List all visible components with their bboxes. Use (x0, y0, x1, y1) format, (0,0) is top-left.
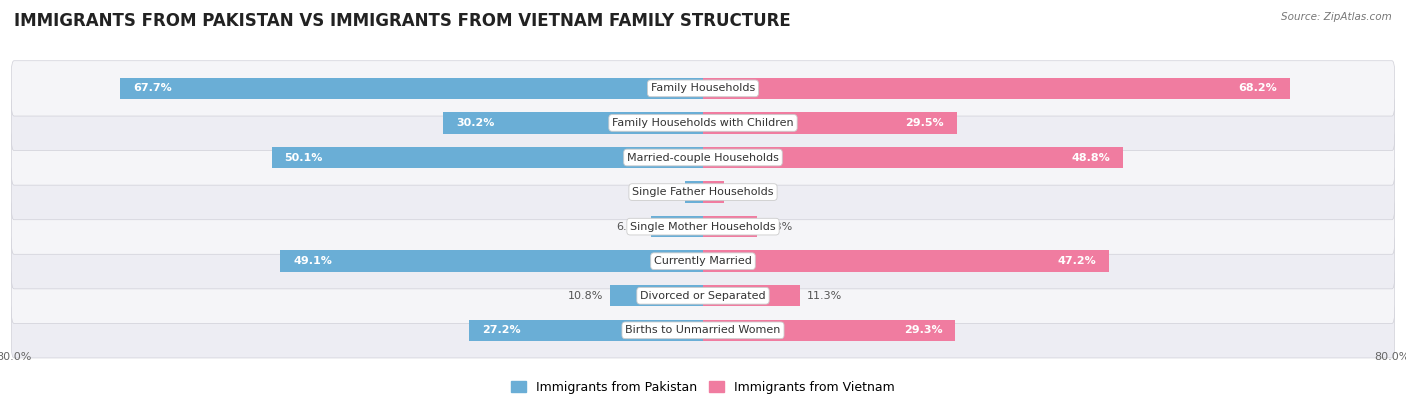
Text: 6.3%: 6.3% (763, 222, 793, 231)
Bar (703, 181, 724, 203)
Text: 6.0%: 6.0% (616, 222, 644, 231)
FancyBboxPatch shape (11, 233, 1395, 289)
FancyBboxPatch shape (11, 303, 1395, 358)
Bar (468, 320, 703, 341)
Text: Births to Unmarried Women: Births to Unmarried Women (626, 325, 780, 335)
FancyBboxPatch shape (11, 268, 1395, 324)
Text: Currently Married: Currently Married (654, 256, 752, 266)
Text: 48.8%: 48.8% (1071, 152, 1111, 162)
Bar (443, 112, 703, 134)
Text: 2.1%: 2.1% (650, 187, 678, 197)
Text: Single Father Households: Single Father Households (633, 187, 773, 197)
Bar (703, 285, 800, 307)
Text: 2.4%: 2.4% (731, 187, 759, 197)
Text: Divorced or Separated: Divorced or Separated (640, 291, 766, 301)
Text: IMMIGRANTS FROM PAKISTAN VS IMMIGRANTS FROM VIETNAM FAMILY STRUCTURE: IMMIGRANTS FROM PAKISTAN VS IMMIGRANTS F… (14, 12, 790, 30)
Text: 27.2%: 27.2% (482, 325, 520, 335)
Bar (703, 78, 1291, 99)
Text: 29.5%: 29.5% (905, 118, 945, 128)
Text: 68.2%: 68.2% (1239, 83, 1278, 93)
Bar (703, 320, 955, 341)
Text: 30.2%: 30.2% (456, 118, 495, 128)
FancyBboxPatch shape (11, 164, 1395, 220)
Text: 47.2%: 47.2% (1057, 256, 1097, 266)
Bar (271, 147, 703, 168)
Text: 49.1%: 49.1% (292, 256, 332, 266)
Text: 29.3%: 29.3% (904, 325, 942, 335)
Text: 50.1%: 50.1% (284, 152, 323, 162)
Bar (651, 216, 703, 237)
Bar (703, 147, 1123, 168)
Text: Single Mother Households: Single Mother Households (630, 222, 776, 231)
Bar (703, 216, 758, 237)
Text: Married-couple Households: Married-couple Households (627, 152, 779, 162)
Text: Family Households: Family Households (651, 83, 755, 93)
Text: Family Households with Children: Family Households with Children (612, 118, 794, 128)
Text: Source: ZipAtlas.com: Source: ZipAtlas.com (1281, 12, 1392, 22)
FancyBboxPatch shape (11, 199, 1395, 254)
FancyBboxPatch shape (11, 61, 1395, 116)
Text: 67.7%: 67.7% (134, 83, 172, 93)
FancyBboxPatch shape (11, 95, 1395, 150)
Text: 11.3%: 11.3% (807, 291, 842, 301)
Legend: Immigrants from Pakistan, Immigrants from Vietnam: Immigrants from Pakistan, Immigrants fro… (506, 376, 900, 395)
Bar (610, 285, 703, 307)
Bar (703, 112, 957, 134)
Bar (120, 78, 703, 99)
Bar (703, 250, 1109, 272)
Text: 10.8%: 10.8% (568, 291, 603, 301)
Bar (280, 250, 703, 272)
Bar (685, 181, 703, 203)
FancyBboxPatch shape (11, 130, 1395, 185)
